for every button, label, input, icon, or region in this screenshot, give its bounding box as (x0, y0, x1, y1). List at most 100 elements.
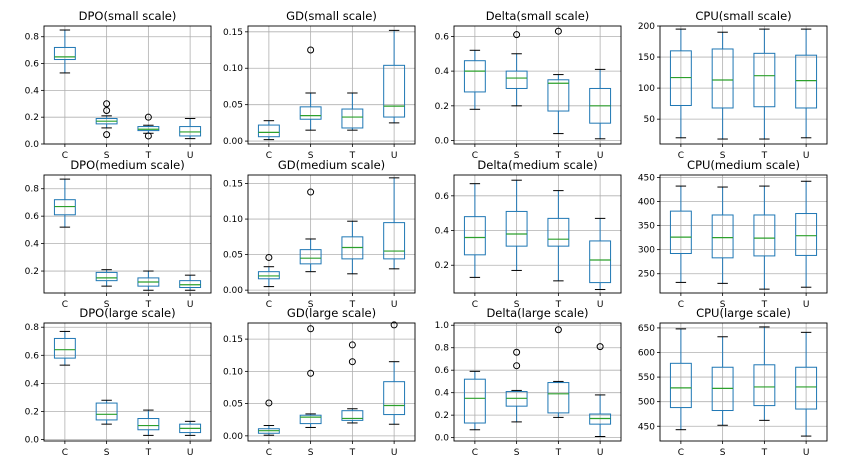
x-tick-label: S (104, 151, 110, 161)
box-U (179, 118, 202, 140)
y-tick-label: 0.4 (25, 379, 40, 389)
x-tick-label: C (62, 300, 68, 310)
iqr-box (505, 70, 528, 89)
box-C (257, 120, 280, 141)
x-tick-label: T (145, 448, 152, 458)
subplot: Delta(medium scale) 0.2 0.4 0.6 C S T U (435, 158, 622, 310)
box-U (589, 68, 612, 140)
box-S (711, 336, 734, 426)
box-U (383, 177, 406, 270)
subplot-title: DPO(small scale) (79, 9, 177, 23)
box-S (505, 179, 528, 271)
box-T (753, 326, 776, 421)
iqr-box (753, 364, 776, 407)
y-tick-label: 0.10 (223, 215, 243, 225)
outlier-point (144, 113, 152, 121)
iqr-box (463, 60, 486, 93)
outlier-point (103, 100, 111, 108)
box-C (53, 330, 76, 366)
y-tick-label: 0.6 (435, 32, 450, 42)
box-U (795, 28, 818, 139)
box-S (505, 31, 528, 107)
y-tick-label: 0.00 (223, 137, 243, 147)
box-U (383, 321, 406, 425)
y-tick-label: 0.2 (25, 408, 39, 418)
y-tick-label: 0.6 (25, 60, 40, 70)
y-tick-label: 550 (638, 373, 655, 383)
iqr-box (463, 216, 486, 256)
y-tick-label: 0.6 (435, 192, 450, 202)
axes-frame (247, 25, 416, 145)
outlier-point (596, 343, 604, 351)
box-S (95, 399, 118, 425)
box-C (257, 253, 280, 288)
outlier-point (554, 326, 562, 334)
x-tick-label: T (555, 151, 562, 161)
iqr-box (383, 381, 406, 416)
iqr-box (383, 222, 406, 260)
subplot: CPU(medium scale) 250 300 350 400 450 C S T U (638, 158, 828, 310)
y-tick-label: 250 (638, 270, 655, 280)
x-tick-label: C (472, 151, 478, 161)
subplot: CPU(large scale) 450 500 550 600 650 C S T U (638, 306, 828, 458)
x-tick-label: S (308, 151, 314, 161)
y-tick-label: 0.10 (223, 367, 243, 377)
y-tick-label: 450 (638, 173, 655, 183)
iqr-box (95, 402, 118, 421)
iqr-box (95, 271, 118, 282)
iqr-box (299, 249, 322, 265)
box-S (711, 31, 734, 140)
iqr-box (179, 126, 202, 137)
y-tick-label: 0.8 (25, 185, 40, 195)
iqr-box (137, 418, 160, 431)
y-tick-label: 0.15 (223, 180, 243, 190)
subplot: DPO(medium scale) 0.2 0.4 0.6 0.8 C S T U (25, 158, 212, 310)
box-T (753, 185, 776, 290)
x-tick-label: C (472, 448, 478, 458)
box-U (589, 343, 612, 438)
box-C (463, 183, 486, 278)
box-U (795, 331, 818, 437)
y-tick-label: 0.2 (25, 267, 39, 277)
box-T (341, 341, 364, 424)
y-tick-label: 1.0 (435, 321, 450, 331)
x-tick-label: T (145, 300, 152, 310)
x-tick-label: T (761, 300, 768, 310)
iqr-box (463, 378, 486, 424)
axes-frame (659, 25, 828, 145)
y-tick-label: 450 (638, 422, 655, 432)
iqr-box (53, 199, 76, 216)
box-T (341, 220, 364, 275)
box-U (795, 180, 818, 288)
subplot-title: GD(large scale) (287, 306, 376, 320)
iqr-box (53, 46, 76, 61)
box-C (463, 49, 486, 110)
box-S (505, 348, 528, 423)
axes-frame (659, 322, 828, 442)
x-tick-label: C (266, 448, 272, 458)
y-tick-label: 0.6 (25, 351, 40, 361)
y-tick-label: 0.2 (435, 261, 449, 271)
x-tick-label: S (720, 300, 726, 310)
x-tick-label: T (349, 151, 356, 161)
x-tick-label: U (597, 151, 604, 161)
outlier-point (103, 106, 111, 114)
outlier-point (348, 341, 356, 349)
iqr-box (669, 50, 692, 106)
iqr-box (137, 126, 160, 132)
box-C (53, 178, 76, 228)
iqr-box (53, 337, 76, 359)
box-T (341, 92, 364, 131)
axes-frame (659, 174, 828, 294)
y-tick-label: 400 (638, 197, 655, 207)
outlier-point (265, 399, 273, 407)
x-tick-label: U (391, 448, 398, 458)
subplot: DPO(large scale) 0.0 0.2 0.4 0.6 0.8 C S T U (25, 306, 212, 458)
iqr-box (795, 213, 818, 256)
x-tick-label: U (597, 448, 604, 458)
y-tick-label: 0.0 (435, 434, 450, 444)
iqr-box (341, 108, 364, 129)
x-tick-label: U (187, 151, 194, 161)
y-tick-label: 0.0 (25, 436, 40, 446)
y-tick-label: 300 (638, 246, 655, 256)
